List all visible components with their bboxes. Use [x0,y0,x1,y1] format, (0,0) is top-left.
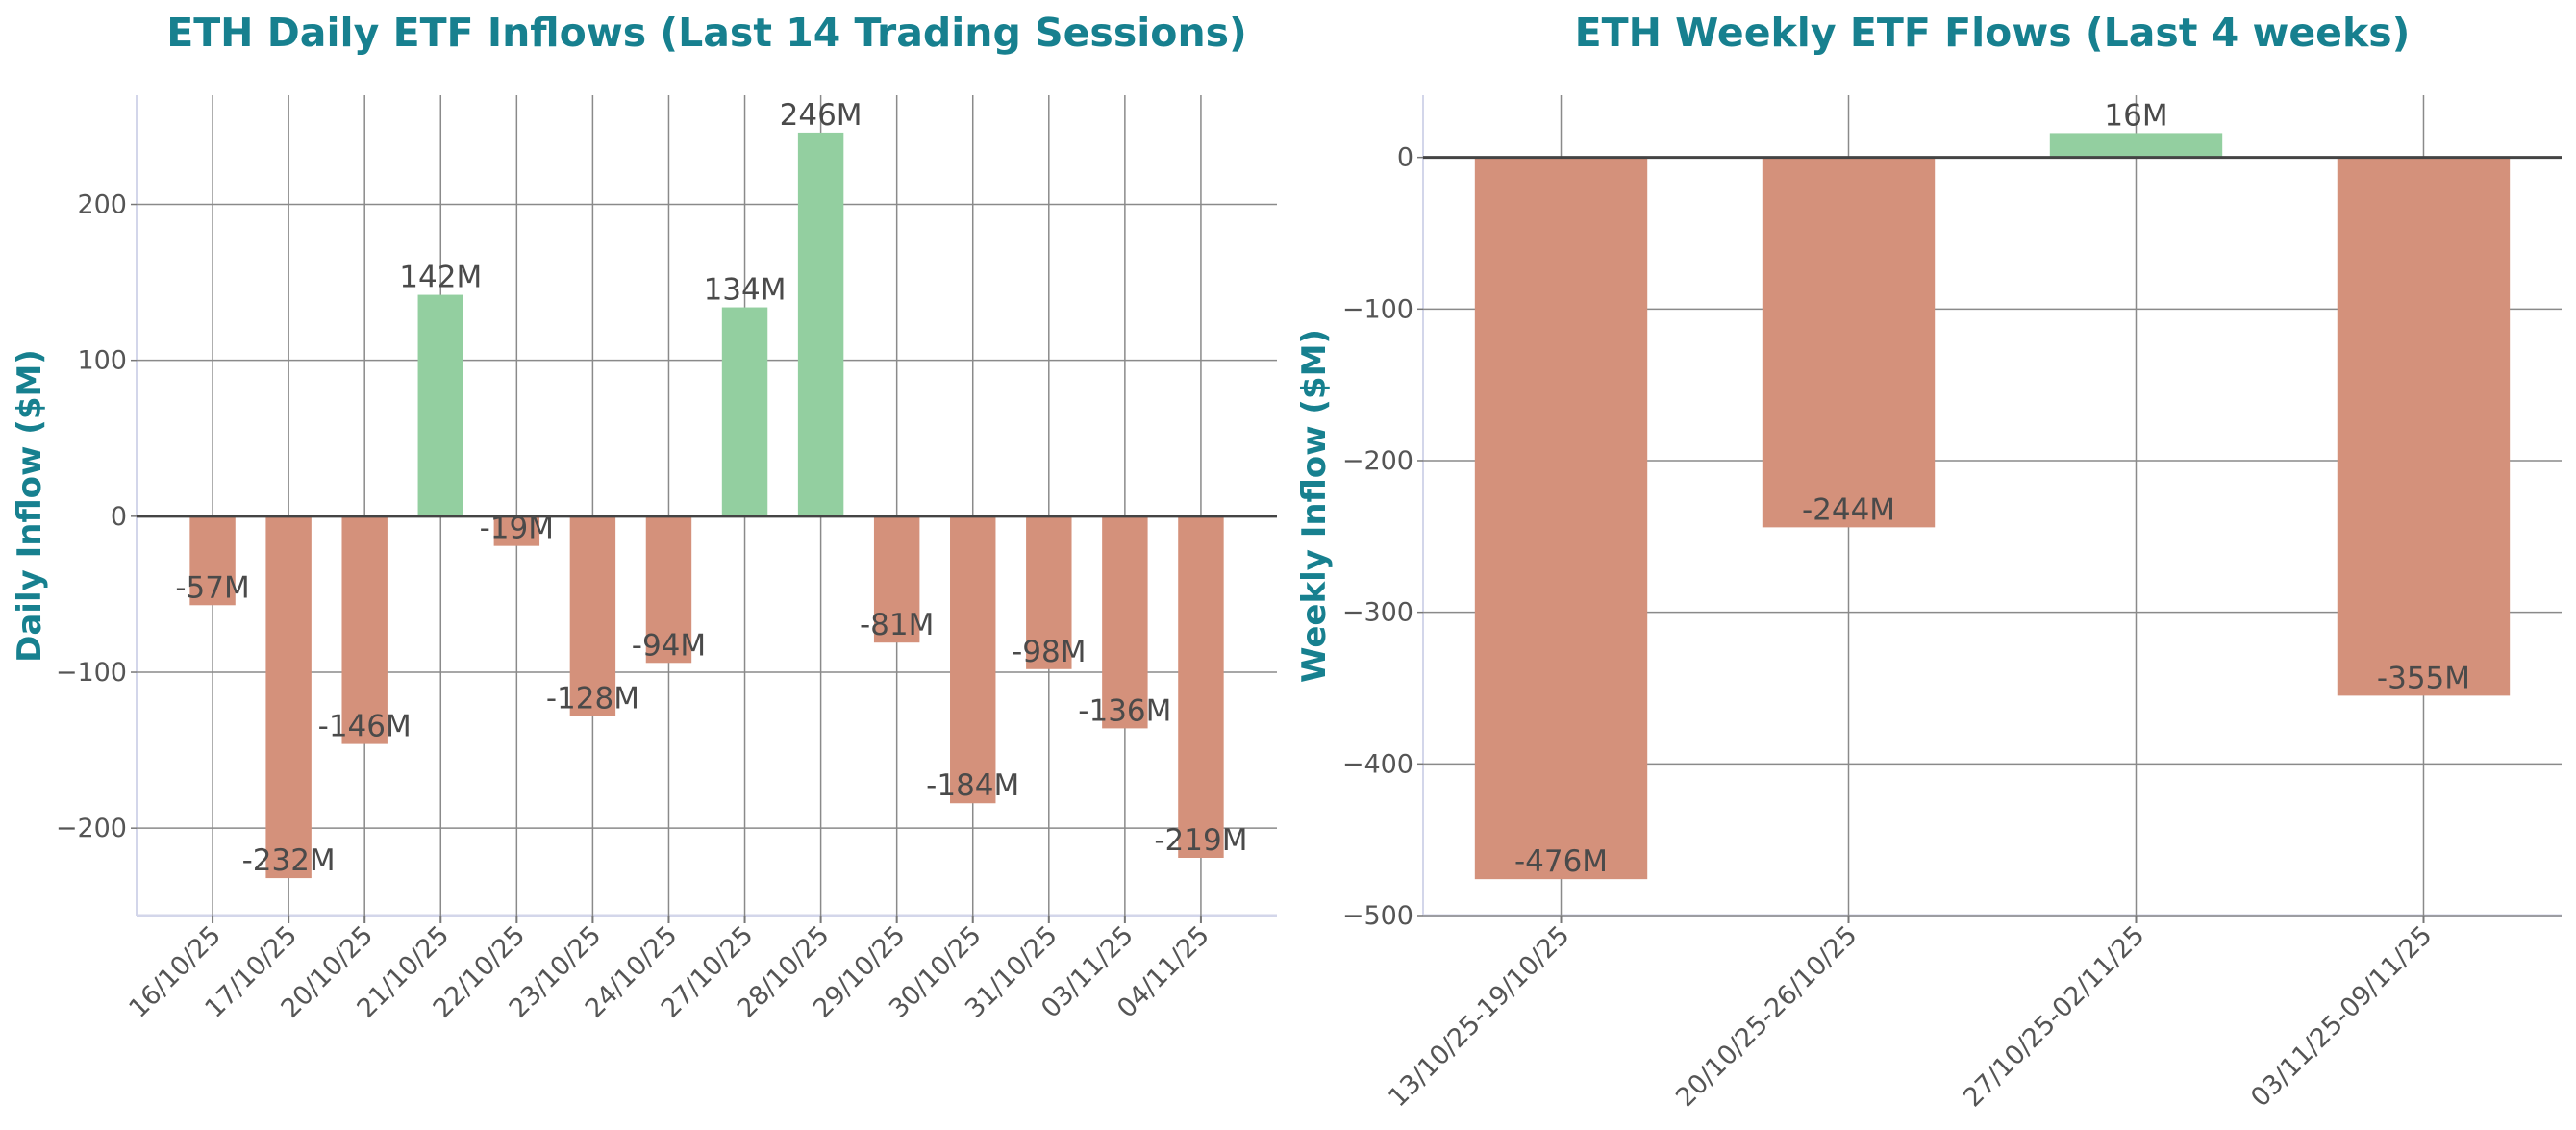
daily-data-label: -57M [175,570,249,605]
weekly-y-tick-label: −200 [1342,446,1413,476]
daily-bar [873,515,920,643]
daily-bar [1178,515,1224,858]
weekly-y-tick-label: −100 [1342,294,1413,324]
weekly-data-label: -476M [1514,844,1608,879]
daily-bar [493,515,540,546]
daily-y-tick-label: 100 [77,346,127,376]
weekly-x-tick-label: 27/10/25-02/11/25 [1958,920,2150,1113]
weekly-plot-area: −500 −400 −300 −200 −100 0 13/10/25-19/10/25 20… [1342,95,2562,1113]
daily-bar [569,515,616,716]
weekly-chart-title: ETH Weekly ETF Flows (Last 4 weeks) [1575,10,2411,56]
weekly-y-tick-label: −400 [1342,749,1413,779]
weekly-y-tick-label: −300 [1342,598,1413,628]
daily-y-tick-label: −200 [56,814,127,843]
daily-data-label: -146M [318,710,412,744]
daily-data-label: 142M [399,261,482,295]
daily-data-label: -94M [632,628,706,663]
daily-bar [721,307,768,516]
daily-bar [1026,515,1072,669]
daily-data-label: 246M [780,98,863,133]
daily-data-label: -128M [546,681,639,716]
daily-bar [950,515,996,804]
daily-data-label: -219M [1154,823,1247,858]
weekly-y-axis-label: Weekly Inflow ($M) [1295,329,1334,683]
weekly-data-label: 16M [2104,98,2167,133]
daily-bar [645,515,692,664]
weekly-x-tick-label: 03/11/25-09/11/25 [2245,920,2438,1113]
daily-data-label: -98M [1012,635,1086,669]
daily-bar [265,515,312,879]
daily-y-axis-label: Daily Inflow ($M) [11,349,49,663]
daily-y-tick-label: −100 [56,658,127,688]
weekly-data-label: -355M [2377,661,2470,695]
daily-y-tick-label: 0 [111,502,127,532]
daily-chart-title: ETH Daily ETF Inflows (Last 14 Trading S… [166,10,1247,56]
daily-data-label: 134M [704,273,787,308]
daily-y-tick-label: 200 [77,190,127,220]
weekly-bar [2049,133,2223,158]
daily-data-label: -232M [242,843,336,878]
weekly-y-tick-label: 0 [1397,143,1413,173]
daily-data-label: -19M [480,512,554,546]
daily-data-label: -184M [926,768,1019,803]
daily-bar [341,515,388,744]
daily-data-label: -81M [860,608,934,642]
weekly-x-tick-label: 20/10/25-26/10/25 [1670,920,1863,1113]
weekly-bar [1474,157,1648,880]
daily-bar [797,132,844,516]
daily-plot-area: −200−100010020016/10/2517/10/2520/10/252… [56,95,1277,1024]
daily-bar [417,294,463,516]
weekly-y-tick-label: −500 [1342,901,1413,931]
daily-bar [1102,515,1148,729]
weekly-bar [1762,157,1936,528]
weekly-x-tick-label: 13/10/25-19/10/25 [1383,920,1575,1113]
daily-bar [189,515,236,606]
weekly-bar [2337,157,2511,696]
daily-data-label: -136M [1078,693,1171,728]
weekly-data-label: -244M [1802,492,1895,527]
